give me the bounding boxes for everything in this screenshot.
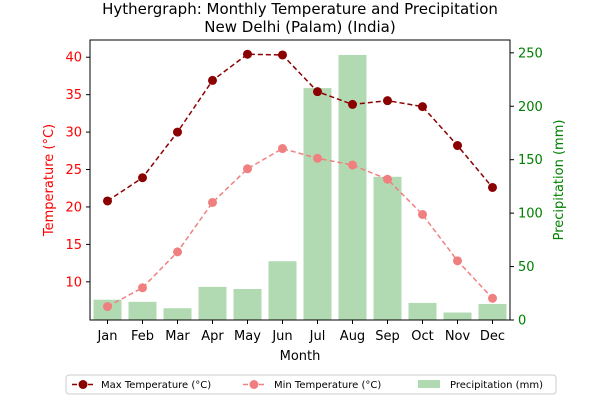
- temperature-point-min-apr: [208, 197, 217, 207]
- temperature-point-max-apr: [208, 75, 217, 85]
- right-tick-label: 50: [518, 260, 535, 275]
- temperature-point-min-mar: [173, 247, 182, 257]
- precipitation-bar-oct: [408, 302, 437, 320]
- legend-max-marker: [78, 380, 88, 389]
- left-tick-label: 20: [65, 200, 82, 215]
- x-tick-label: May: [234, 329, 261, 344]
- temperature-point-max-jan: [103, 196, 112, 206]
- x-tick-label: Dec: [480, 329, 505, 344]
- x-tick-label: Jun: [271, 329, 292, 344]
- legend: Max Temperature (°C) Min Temperature (°C…: [65, 374, 557, 395]
- precipitation-bar-dec: [478, 303, 507, 320]
- temperature-point-max-sep: [383, 96, 392, 106]
- temperature-point-max-nov: [453, 141, 462, 151]
- precipitation-bar-may: [233, 289, 262, 320]
- temperature-point-min-jul: [313, 153, 322, 163]
- precipitation-bar-aug: [338, 54, 367, 321]
- right-tick-label: 100: [518, 207, 543, 222]
- left-tick-label: 30: [65, 126, 82, 141]
- legend-min-marker: [249, 380, 259, 389]
- x-tick-label: Jul: [309, 329, 326, 344]
- left-tick-label: 10: [65, 275, 82, 290]
- temperature-point-max-oct: [418, 102, 427, 112]
- temperature-lines: [103, 49, 497, 312]
- right-tick-label: 250: [518, 46, 543, 61]
- temperature-point-min-may: [243, 164, 252, 174]
- temperature-point-min-jan: [103, 302, 112, 312]
- x-tick-label: Jan: [96, 329, 117, 344]
- temperature-point-max-feb: [138, 173, 147, 183]
- chart-subtitle: New Delhi (Palam) (India): [204, 18, 395, 36]
- legend-frame: [65, 374, 557, 395]
- temperature-point-min-feb: [138, 283, 147, 293]
- x-tick-label: Mar: [165, 329, 190, 344]
- x-tick-label: Aug: [340, 329, 365, 344]
- x-tick-label: Apr: [201, 329, 224, 344]
- legend-max-label: Max Temperature (°C): [101, 380, 211, 391]
- legend-precip-swatch: [418, 380, 440, 388]
- right-axis-ticks: 0 50 100 150 200 250: [510, 46, 543, 329]
- temperature-point-max-jun: [278, 50, 287, 60]
- precipitation-bar-sep: [373, 176, 402, 320]
- precipitation-bar-mar: [163, 308, 192, 320]
- temperature-point-max-aug: [348, 99, 357, 109]
- x-tick-label: Feb: [131, 329, 154, 344]
- temperature-line-min: [107, 147, 494, 308]
- precipitation-bar-nov: [443, 312, 472, 320]
- temperature-point-min-jun: [278, 144, 287, 154]
- right-tick-label: 200: [518, 100, 543, 115]
- precipitation-bar-apr: [198, 286, 227, 320]
- temperature-point-min-oct: [418, 209, 427, 219]
- x-tick-label: Oct: [411, 329, 433, 344]
- x-tick-label: Sep: [375, 329, 400, 344]
- temperature-point-min-aug: [348, 160, 357, 170]
- left-axis-ticks: 10 15 20 25 30 35 40: [65, 51, 90, 290]
- left-tick-label: 35: [65, 88, 82, 103]
- precipitation-bar-jun: [268, 261, 297, 320]
- right-tick-label: 0: [518, 314, 526, 329]
- plot-frame: [89, 39, 511, 321]
- left-tick-label: 25: [65, 163, 82, 178]
- right-tick-label: 150: [518, 153, 543, 168]
- precipitation-bar-feb: [128, 301, 157, 320]
- precipitation-bars: [93, 54, 507, 321]
- temperature-point-min-sep: [383, 174, 392, 184]
- left-axis-label: Temperature (°C): [42, 124, 57, 237]
- temperature-line-max: [107, 53, 494, 202]
- temperature-point-max-jul: [313, 87, 322, 97]
- x-tick-label: Nov: [445, 329, 471, 344]
- left-tick-label: 15: [65, 238, 82, 253]
- right-axis-label: Precipitation (mm): [552, 120, 567, 241]
- x-axis-ticks: Jan Feb Mar Apr May Jun Jul Aug Sep Oct Nov Dec: [96, 320, 505, 344]
- chart-title: Hythergraph: Monthly Temperature and Pre…: [102, 0, 498, 18]
- legend-precip-label: Precipitation (mm): [450, 380, 543, 391]
- temperature-point-min-dec: [488, 293, 497, 303]
- temperature-point-max-dec: [488, 182, 497, 192]
- left-tick-label: 40: [65, 51, 82, 66]
- legend-min-label: Min Temperature (°C): [274, 380, 381, 391]
- temperature-point-min-nov: [453, 256, 462, 266]
- x-axis-label: Month: [280, 349, 321, 364]
- temperature-point-max-mar: [173, 127, 182, 137]
- precipitation-bar-jul: [303, 88, 332, 320]
- temperature-point-max-may: [243, 49, 252, 59]
